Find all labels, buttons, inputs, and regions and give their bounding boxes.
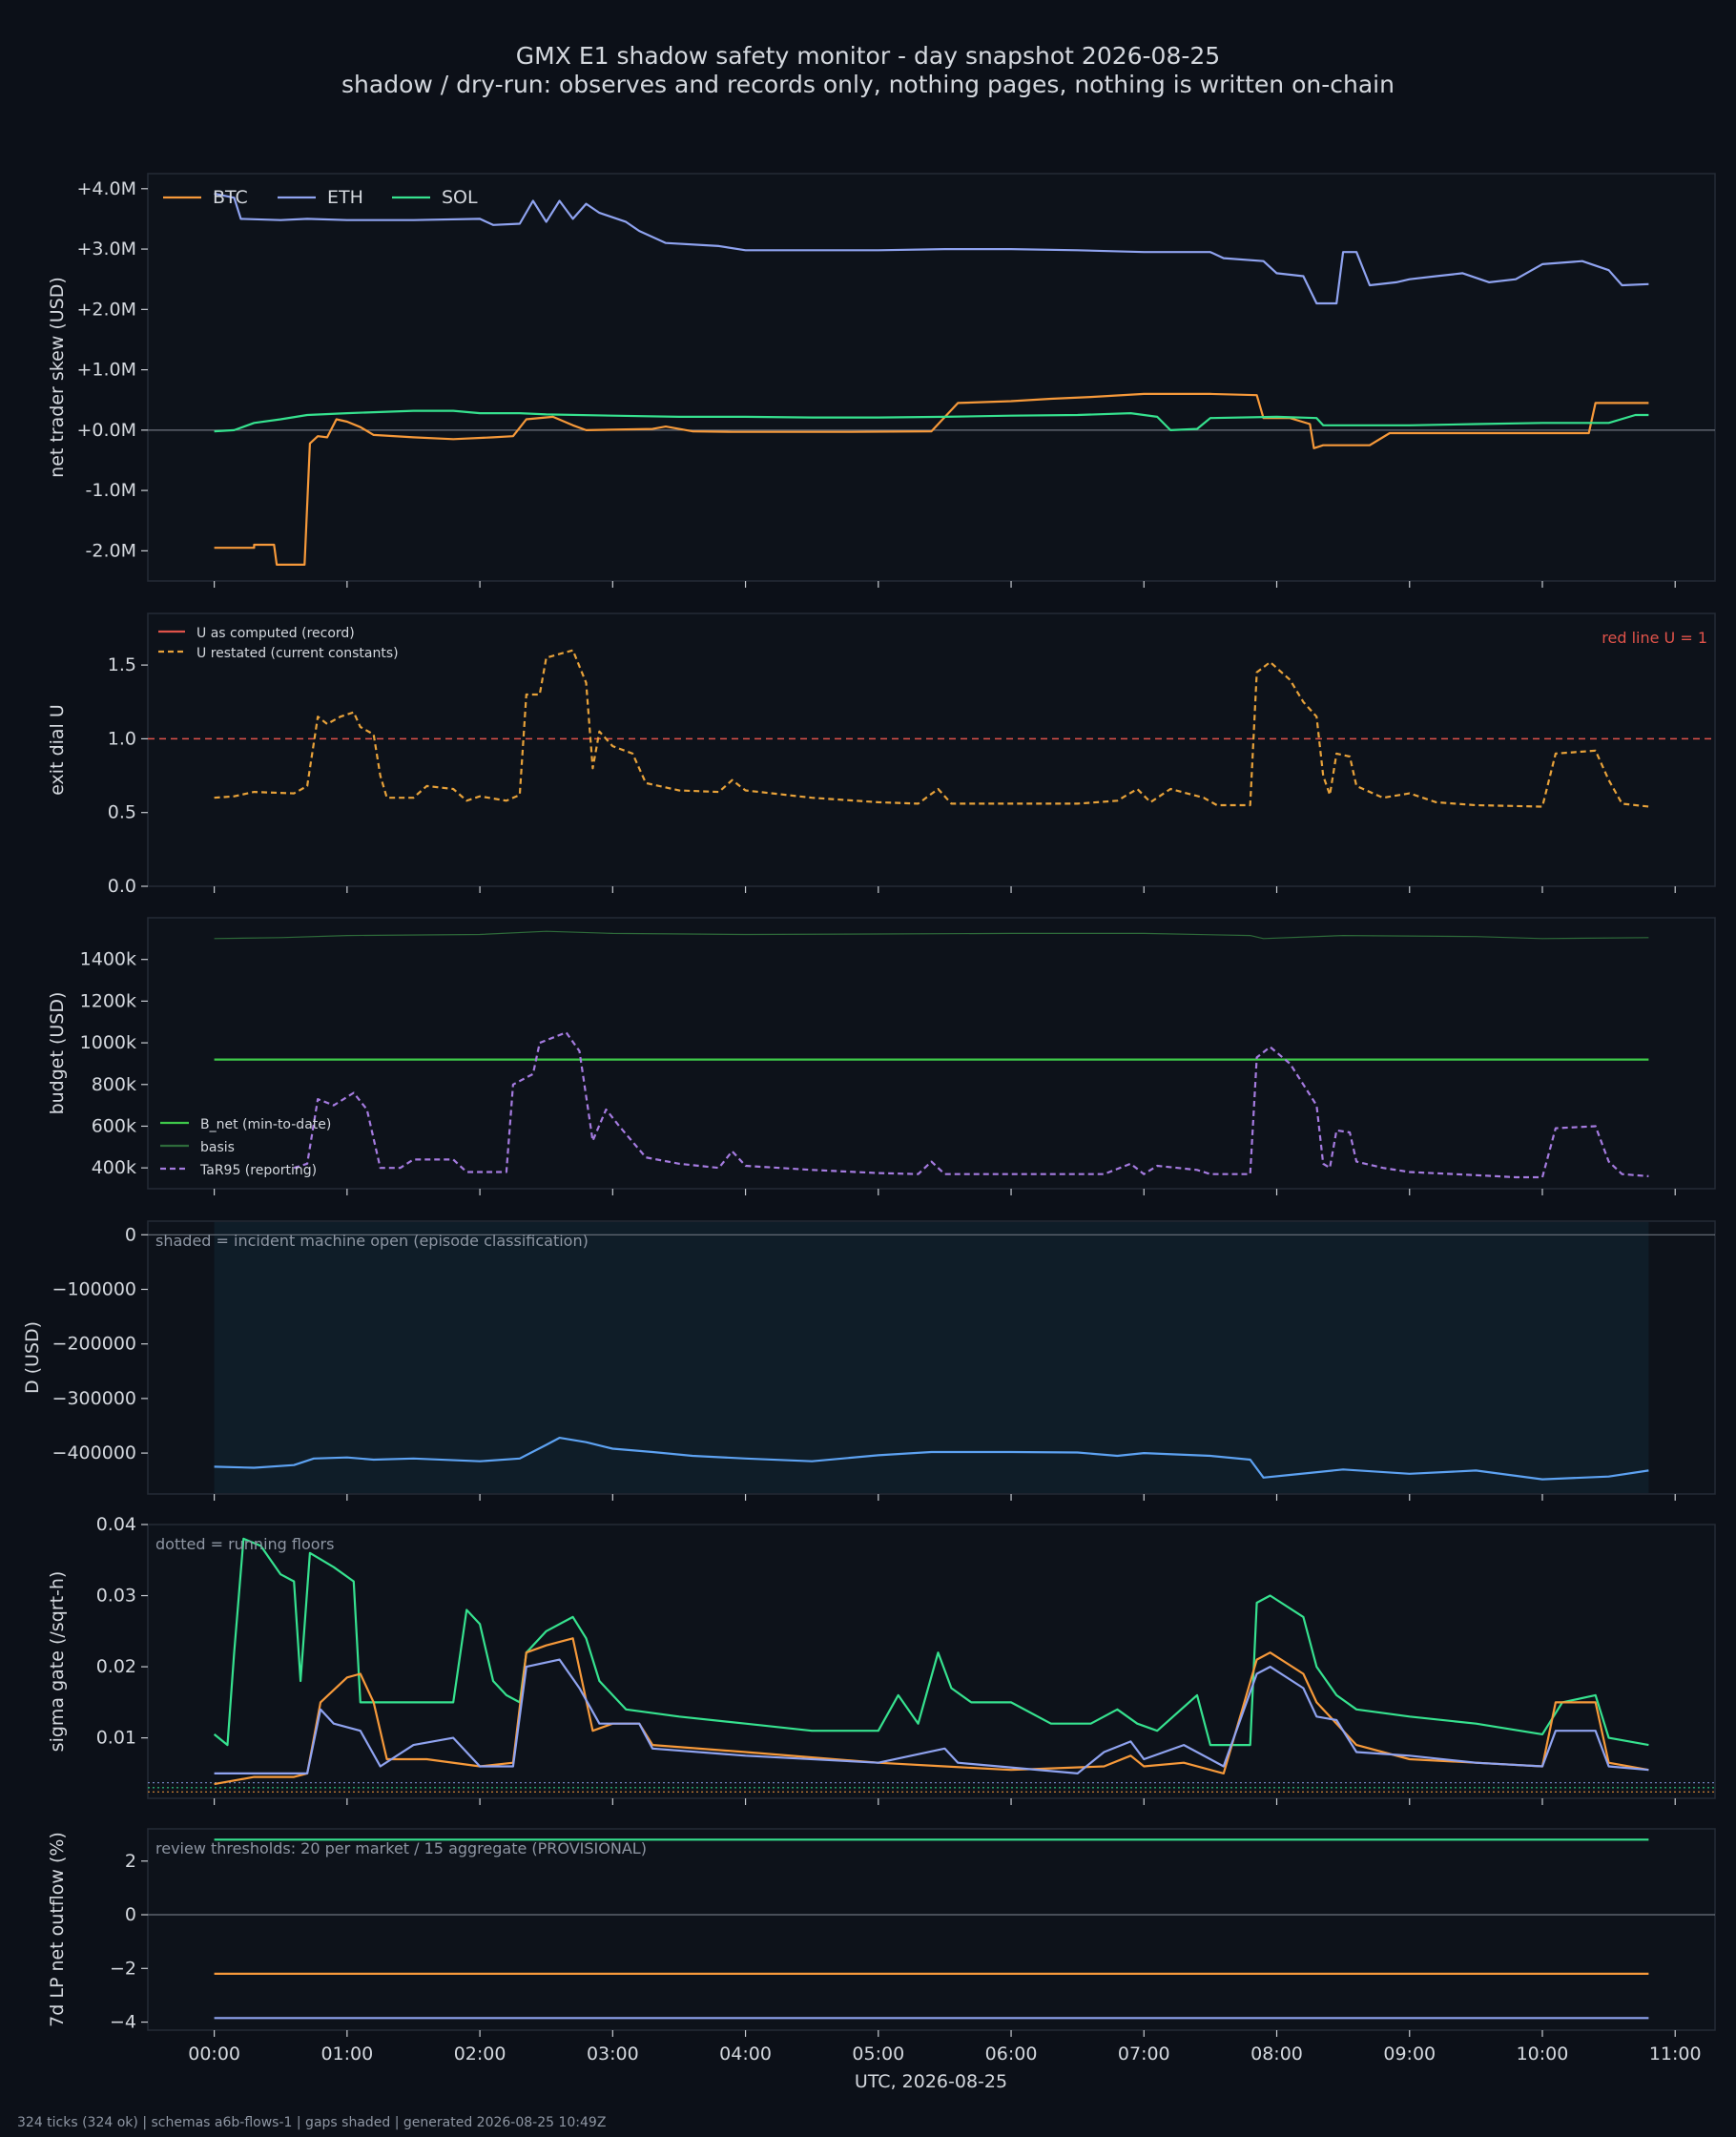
y-tick-label: +1.0M: [76, 360, 136, 381]
legend-label: U restated (current constants): [196, 646, 399, 661]
panel-annotation: shaded = incident machine open (episode …: [155, 1232, 589, 1250]
y-tick-label: +2.0M: [76, 299, 136, 320]
panel-annotation: dotted = running floors: [155, 1535, 334, 1553]
y-tick-label: −4: [110, 2012, 136, 2033]
y-tick-label: 0: [125, 1904, 136, 1925]
legend-label: basis: [200, 1140, 235, 1155]
series-line-u: [214, 649, 1649, 808]
plot-area: [147, 612, 1716, 887]
panel-2: 1.5 1.0 0.5 0.0 exit dial U red line U = 1: [47, 612, 1716, 897]
legend-label: TaR95 (reporting): [199, 1163, 317, 1178]
y-tick-label: −2: [110, 1958, 136, 1979]
series-line-tar95: [293, 1031, 1649, 1179]
y-tick-label: 0.01: [96, 1728, 136, 1749]
panel-annotation: review thresholds: 20 per market / 15 ag…: [155, 1839, 647, 1857]
legend-panel-1: BTC ETH SOL: [163, 187, 478, 208]
y-tick-label: 800k: [92, 1074, 136, 1095]
y-tick-label: −300000: [52, 1388, 136, 1409]
y-tick-label: 1.0: [108, 728, 136, 749]
panel-1: +4.0M +3.0M +2.0M +1.0M +0.0M -1.0M -2.0M net t…: [47, 173, 1716, 588]
plot-area: [147, 917, 1716, 1190]
y-tick-label: 0.04: [96, 1514, 136, 1535]
x-tick-label: 08:00: [1250, 2044, 1303, 2064]
plot-area: [147, 173, 1716, 582]
footer-status: 324 ticks (324 ok) | schemas a6b-flows-1…: [17, 2115, 606, 2130]
legend-panel-2: U as computed (record) U restated (curren…: [158, 626, 399, 661]
series-line-basis: [214, 930, 1649, 940]
x-tick-label: 05:00: [852, 2044, 904, 2064]
x-axis-label: UTC, 2026-08-25: [855, 2071, 1007, 2092]
panel-3: 1400k 1200k 1000k 800k 600k 400k budget (USD): [47, 917, 1716, 1195]
series-line-sol: [214, 409, 1649, 433]
y-tick-label: -1.0M: [86, 480, 136, 501]
legend-label: SOL: [442, 187, 478, 208]
y-axis-label: sigma gate (/sqrt-h): [47, 1571, 68, 1753]
y-tick-label: 2: [125, 1851, 136, 1872]
x-tick-label: 03:00: [587, 2044, 639, 2064]
legend-panel-3: B_net (min-to-date) basis TaR95 (reporting…: [160, 1117, 331, 1178]
x-tick-label: 10:00: [1517, 2044, 1569, 2064]
red-line-annotation: red line U = 1: [1602, 629, 1707, 647]
y-axis-label: 7d LP net outflow (%): [47, 1832, 68, 2027]
series-line-d: [214, 1437, 1649, 1481]
panel-6: 2 0 −2 −4 7d LP net outflow (%) review thresh…: [47, 1828, 1716, 2037]
x-axis: 00:00 01:00 02:00 03:00 04:00 05:00 06:00 07:00…: [188, 2044, 1701, 2092]
x-tick-label: 11:00: [1649, 2044, 1702, 2064]
y-tick-label: 0.03: [96, 1586, 136, 1607]
incident-shading: [214, 1222, 1649, 1493]
y-tick-label: −100000: [52, 1279, 136, 1300]
x-tick-label: 01:00: [320, 2044, 373, 2064]
y-tick-label: −400000: [52, 1442, 136, 1463]
plot-area: [147, 1524, 1716, 1799]
x-tick-label: 00:00: [188, 2044, 240, 2064]
legend-label: ETH: [327, 187, 363, 208]
series-line-btc: [214, 392, 1649, 566]
y-tick-label: 1400k: [80, 949, 136, 970]
series-line-eth: [214, 192, 1649, 305]
y-tick-label: 600k: [92, 1115, 136, 1136]
y-tick-label: 0.0: [108, 876, 136, 897]
y-axis-label: net trader skew (USD): [47, 277, 68, 478]
y-tick-label: 0: [125, 1224, 136, 1245]
y-axis-label: budget (USD): [47, 992, 68, 1115]
y-tick-label: 1.5: [108, 654, 136, 675]
y-tick-label: 1200k: [80, 990, 136, 1011]
chart-panels: +4.0M +3.0M +2.0M +1.0M +0.0M -1.0M -2.0M net t…: [22, 173, 1716, 2092]
y-tick-label: +0.0M: [76, 420, 136, 441]
y-tick-label: 0.5: [108, 802, 136, 823]
panel-4: 0 −100000 −200000 −300000 −400000 D (USD) shad…: [22, 1220, 1716, 1501]
x-tick-label: 09:00: [1383, 2044, 1436, 2064]
y-tick-label: 0.02: [96, 1656, 136, 1677]
plot-area: [147, 1828, 1716, 2031]
x-tick-label: 06:00: [985, 2044, 1038, 2064]
y-tick-label: +3.0M: [76, 239, 136, 259]
x-tick-label: 04:00: [719, 2044, 772, 2064]
series-line-eth: [214, 1658, 1649, 1774]
y-tick-label: -2.0M: [86, 540, 136, 561]
y-axis-label: D (USD): [22, 1321, 43, 1394]
x-tick-label: 02:00: [454, 2044, 506, 2064]
y-tick-label: −200000: [52, 1334, 136, 1355]
panel-5: 0.04 0.03 0.02 0.01 sigma gate (/sqrt-h) dott…: [47, 1514, 1716, 1805]
x-tick-label: 07:00: [1118, 2044, 1170, 2064]
y-tick-label: +4.0M: [76, 178, 136, 199]
legend-label: U as computed (record): [196, 626, 355, 641]
figure-subtitle: shadow / dry-run: observes and records o…: [341, 71, 1395, 98]
legend-label: BTC: [213, 187, 248, 208]
figure-title: GMX E1 shadow safety monitor - day snaps…: [516, 42, 1220, 70]
y-tick-label: 400k: [92, 1157, 136, 1178]
series-line-sol: [213, 1537, 1649, 1747]
y-tick-label: 1000k: [80, 1032, 136, 1053]
legend-label: B_net (min-to-date): [200, 1117, 331, 1132]
y-axis-label: exit dial U: [47, 704, 68, 796]
